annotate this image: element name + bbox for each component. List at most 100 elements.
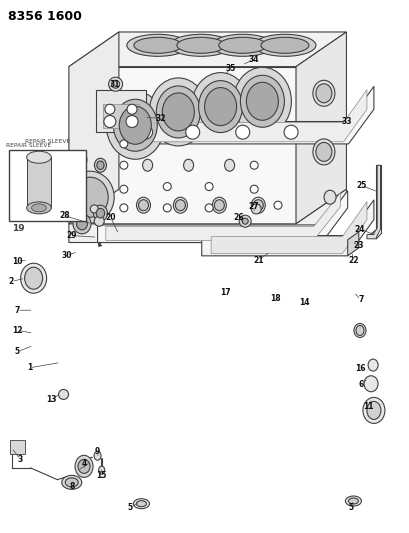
Text: 2: 2 [9, 277, 14, 286]
Circle shape [94, 216, 104, 226]
Ellipse shape [96, 208, 104, 218]
Ellipse shape [253, 34, 315, 56]
Polygon shape [347, 232, 358, 256]
Circle shape [249, 185, 258, 193]
Ellipse shape [260, 37, 308, 53]
Ellipse shape [344, 496, 361, 506]
Ellipse shape [126, 34, 189, 56]
Ellipse shape [136, 500, 146, 507]
Ellipse shape [355, 326, 363, 335]
Ellipse shape [173, 197, 187, 213]
Ellipse shape [66, 171, 114, 223]
Circle shape [251, 204, 261, 214]
Polygon shape [106, 193, 339, 240]
Ellipse shape [31, 204, 46, 212]
Circle shape [127, 104, 137, 114]
Ellipse shape [312, 80, 334, 106]
Ellipse shape [367, 359, 377, 371]
FancyBboxPatch shape [27, 157, 51, 208]
Ellipse shape [366, 401, 380, 419]
Ellipse shape [312, 139, 334, 165]
Ellipse shape [149, 78, 207, 146]
Ellipse shape [25, 267, 43, 289]
Circle shape [111, 80, 119, 88]
Text: 25: 25 [355, 181, 366, 190]
Ellipse shape [94, 451, 101, 460]
Ellipse shape [198, 80, 242, 133]
Polygon shape [69, 32, 346, 67]
Ellipse shape [162, 93, 194, 131]
Text: 19: 19 [12, 224, 25, 233]
Circle shape [119, 204, 128, 212]
Text: 23: 23 [353, 241, 363, 249]
Text: 15: 15 [96, 471, 107, 480]
Circle shape [235, 125, 249, 139]
Ellipse shape [94, 158, 106, 172]
Text: 33: 33 [340, 117, 351, 126]
Bar [9, 150, 86, 221]
Text: 21: 21 [252, 256, 263, 264]
Circle shape [242, 218, 247, 224]
Polygon shape [96, 90, 145, 132]
Ellipse shape [224, 159, 234, 171]
Text: 32: 32 [155, 114, 166, 123]
Ellipse shape [169, 34, 231, 56]
Ellipse shape [156, 86, 200, 138]
Ellipse shape [113, 99, 157, 151]
Ellipse shape [20, 263, 47, 293]
Ellipse shape [97, 161, 104, 169]
Ellipse shape [106, 91, 164, 159]
Ellipse shape [93, 205, 107, 221]
Ellipse shape [62, 475, 81, 489]
Circle shape [90, 205, 98, 213]
Text: 4: 4 [81, 459, 86, 468]
Text: 26: 26 [233, 213, 243, 222]
Ellipse shape [76, 218, 87, 230]
Text: 31: 31 [109, 80, 120, 88]
Ellipse shape [353, 324, 365, 337]
Polygon shape [69, 189, 346, 243]
Text: 11: 11 [362, 402, 373, 410]
Text: 22: 22 [347, 256, 358, 264]
FancyBboxPatch shape [10, 440, 25, 454]
Ellipse shape [211, 34, 273, 56]
Ellipse shape [133, 37, 182, 53]
Text: 30: 30 [61, 252, 72, 260]
Ellipse shape [240, 75, 284, 127]
Text: 9: 9 [95, 448, 100, 456]
Circle shape [283, 125, 297, 139]
Text: 8356 1600: 8356 1600 [8, 10, 82, 22]
Ellipse shape [142, 159, 152, 171]
Ellipse shape [76, 155, 84, 165]
Circle shape [108, 77, 122, 91]
Ellipse shape [65, 478, 78, 487]
Text: 5: 5 [128, 504, 133, 512]
Polygon shape [211, 201, 366, 254]
Ellipse shape [253, 200, 263, 211]
Text: 17: 17 [220, 288, 230, 296]
Text: 5: 5 [15, 348, 20, 356]
Polygon shape [69, 32, 119, 224]
Circle shape [138, 125, 152, 139]
Text: 27: 27 [247, 203, 258, 211]
Circle shape [119, 185, 128, 193]
Ellipse shape [27, 202, 51, 214]
Ellipse shape [218, 37, 266, 53]
Text: REPAIR SLEEVE: REPAIR SLEEVE [6, 143, 51, 148]
Text: 7: 7 [14, 306, 20, 314]
Ellipse shape [78, 459, 90, 473]
Text: 1: 1 [27, 364, 32, 372]
Text: REPAIR SLEEVE: REPAIR SLEEVE [25, 139, 70, 144]
Ellipse shape [251, 197, 265, 213]
Ellipse shape [323, 190, 335, 204]
Ellipse shape [246, 82, 278, 120]
Text: 5: 5 [347, 503, 352, 512]
Ellipse shape [212, 197, 226, 213]
Text: 29: 29 [66, 231, 77, 240]
Ellipse shape [75, 455, 93, 478]
Ellipse shape [191, 72, 249, 141]
Ellipse shape [136, 197, 150, 213]
Circle shape [58, 390, 68, 399]
Ellipse shape [99, 466, 104, 474]
Text: 3: 3 [18, 455, 23, 464]
